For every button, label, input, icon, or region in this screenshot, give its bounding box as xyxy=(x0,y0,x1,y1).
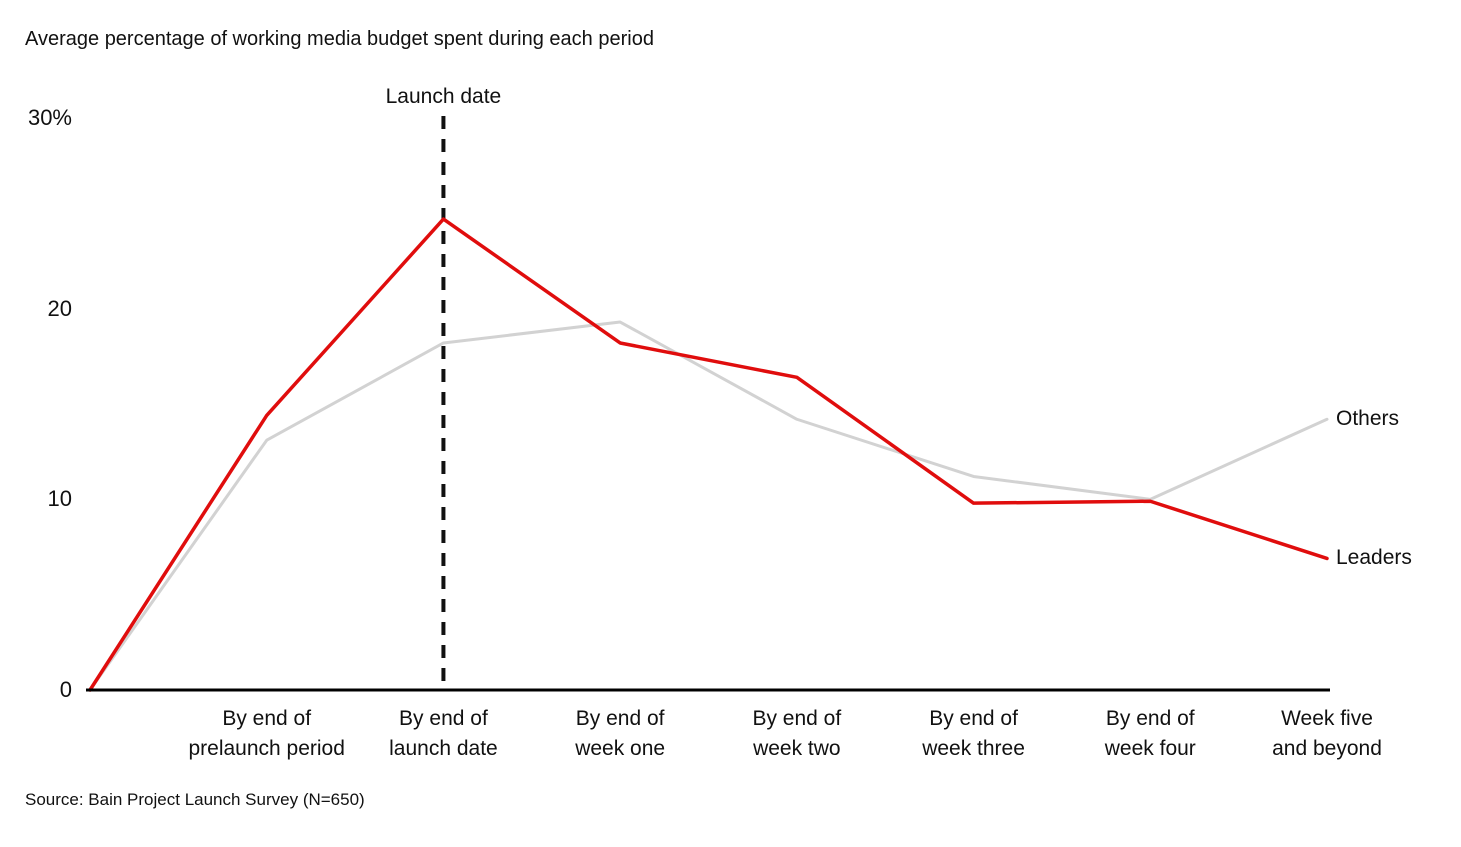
series-label-leaders: Leaders xyxy=(1336,546,1412,570)
y-tick-label: 20 xyxy=(47,295,72,321)
series-label-others: Others xyxy=(1336,407,1400,431)
y-tick-label: 0 xyxy=(59,677,72,702)
source-note: Source: Bain Project Launch Survey (N=65… xyxy=(25,790,365,809)
x-category-label: By end of week three xyxy=(922,707,1025,760)
others-series-line xyxy=(88,320,1329,692)
x-category-label: By end of prelaunch period xyxy=(188,707,345,760)
leaders-series-line xyxy=(88,217,1329,692)
x-category-label: By end of week four xyxy=(1104,707,1196,760)
x-category-label: By end of launch date xyxy=(389,707,498,760)
x-category-label: By end of week two xyxy=(752,707,842,760)
chart-title: Average percentage of working media budg… xyxy=(25,28,654,50)
x-category-label: Week five and beyond xyxy=(1272,707,1382,760)
y-tick-label: 30% xyxy=(27,105,72,130)
x-category-label: By end of week one xyxy=(575,707,666,760)
launch-date-annotation-label: Launch date xyxy=(385,85,502,108)
y-tick-label: 10 xyxy=(47,486,72,512)
